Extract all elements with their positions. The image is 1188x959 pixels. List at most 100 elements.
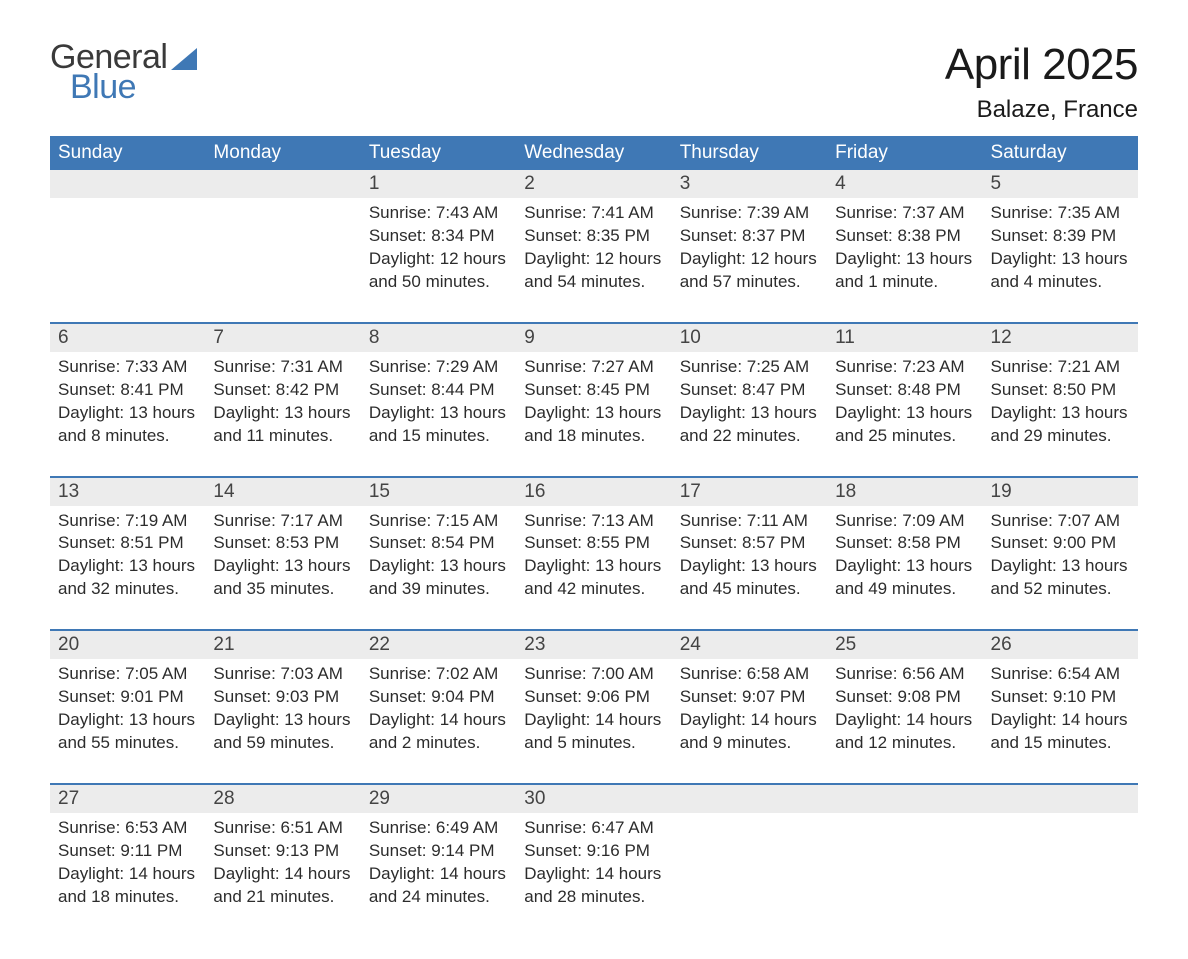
day-cell: Sunrise: 7:39 AMSunset: 8:37 PMDaylight:… [672, 198, 827, 323]
week-data-row: Sunrise: 7:43 AMSunset: 8:34 PMDaylight:… [50, 198, 1138, 323]
day-line: Daylight: 12 hours [369, 248, 508, 271]
day-line: and 49 minutes. [835, 578, 974, 601]
day-line: Sunrise: 7:00 AM [524, 663, 663, 686]
week-data-row: Sunrise: 7:05 AMSunset: 9:01 PMDaylight:… [50, 659, 1138, 784]
day-line: Daylight: 13 hours [991, 248, 1130, 271]
day-number: 29 [361, 784, 516, 813]
logo-text-blue: Blue [70, 70, 197, 104]
day-line: and 35 minutes. [213, 578, 352, 601]
day-line: Sunset: 8:34 PM [369, 225, 508, 248]
day-number: 28 [205, 784, 360, 813]
day-cell: Sunrise: 7:05 AMSunset: 9:01 PMDaylight:… [50, 659, 205, 784]
day-cell: Sunrise: 7:43 AMSunset: 8:34 PMDaylight:… [361, 198, 516, 323]
day-line: Sunset: 8:57 PM [680, 532, 819, 555]
day-line: and 21 minutes. [213, 886, 352, 909]
day-line: and 15 minutes. [369, 425, 508, 448]
day-line: Sunrise: 7:41 AM [524, 202, 663, 225]
day-line: and 5 minutes. [524, 732, 663, 755]
day-line: and 15 minutes. [991, 732, 1130, 755]
day-number: 2 [516, 170, 671, 198]
day-line: Daylight: 13 hours [524, 402, 663, 425]
day-line: and 22 minutes. [680, 425, 819, 448]
day-number: 18 [827, 477, 982, 506]
day-line: Sunset: 9:10 PM [991, 686, 1130, 709]
day-cell: Sunrise: 7:03 AMSunset: 9:03 PMDaylight:… [205, 659, 360, 784]
day-number: 4 [827, 170, 982, 198]
day-line: Daylight: 13 hours [369, 555, 508, 578]
day-cell: Sunrise: 7:00 AMSunset: 9:06 PMDaylight:… [516, 659, 671, 784]
day-line: Sunrise: 7:35 AM [991, 202, 1130, 225]
day-line: Sunset: 8:53 PM [213, 532, 352, 555]
day-line: Daylight: 14 hours [369, 709, 508, 732]
day-line: Sunrise: 7:17 AM [213, 510, 352, 533]
day-line: and 18 minutes. [524, 425, 663, 448]
day-number: 3 [672, 170, 827, 198]
day-number: 21 [205, 630, 360, 659]
day-line: and 12 minutes. [835, 732, 974, 755]
day-line: Daylight: 14 hours [213, 863, 352, 886]
day-line: Daylight: 12 hours [680, 248, 819, 271]
day-line: Sunset: 9:03 PM [213, 686, 352, 709]
day-line: Sunrise: 6:58 AM [680, 663, 819, 686]
day-line: Sunrise: 7:07 AM [991, 510, 1130, 533]
day-line: Daylight: 13 hours [835, 248, 974, 271]
week-number-row: 20212223242526 [50, 630, 1138, 659]
calendar-table: Sunday Monday Tuesday Wednesday Thursday… [50, 136, 1138, 919]
day-line: and 54 minutes. [524, 271, 663, 294]
day-line: and 25 minutes. [835, 425, 974, 448]
logo-sail-icon [171, 48, 197, 70]
week-number-row: 12345 [50, 170, 1138, 198]
day-line: Daylight: 13 hours [213, 709, 352, 732]
day-cell: Sunrise: 7:21 AMSunset: 8:50 PMDaylight:… [983, 352, 1138, 477]
day-cell [827, 813, 982, 919]
day-cell: Sunrise: 7:19 AMSunset: 8:51 PMDaylight:… [50, 506, 205, 631]
day-cell: Sunrise: 7:25 AMSunset: 8:47 PMDaylight:… [672, 352, 827, 477]
day-line: Sunset: 9:00 PM [991, 532, 1130, 555]
day-cell: Sunrise: 7:15 AMSunset: 8:54 PMDaylight:… [361, 506, 516, 631]
day-line: Daylight: 13 hours [680, 402, 819, 425]
day-line: Sunrise: 7:02 AM [369, 663, 508, 686]
day-cell: Sunrise: 7:02 AMSunset: 9:04 PMDaylight:… [361, 659, 516, 784]
day-number: 23 [516, 630, 671, 659]
day-cell [672, 813, 827, 919]
day-cell: Sunrise: 7:37 AMSunset: 8:38 PMDaylight:… [827, 198, 982, 323]
day-line: Daylight: 13 hours [58, 402, 197, 425]
day-line: Sunset: 8:45 PM [524, 379, 663, 402]
page-title: April 2025 [945, 40, 1138, 90]
day-number [983, 784, 1138, 813]
day-line: Daylight: 13 hours [835, 402, 974, 425]
day-line: Daylight: 14 hours [524, 863, 663, 886]
day-cell: Sunrise: 6:56 AMSunset: 9:08 PMDaylight:… [827, 659, 982, 784]
day-number [827, 784, 982, 813]
day-line: and 8 minutes. [58, 425, 197, 448]
week-number-row: 13141516171819 [50, 477, 1138, 506]
week-number-row: 27282930 [50, 784, 1138, 813]
day-line: Daylight: 14 hours [369, 863, 508, 886]
day-line: and 11 minutes. [213, 425, 352, 448]
day-line: Daylight: 14 hours [835, 709, 974, 732]
day-line: and 39 minutes. [369, 578, 508, 601]
day-line: Sunset: 9:11 PM [58, 840, 197, 863]
week-number-row: 6789101112 [50, 323, 1138, 352]
day-line: and 59 minutes. [213, 732, 352, 755]
day-cell [983, 813, 1138, 919]
day-line: Daylight: 13 hours [991, 555, 1130, 578]
day-header: Wednesday [516, 136, 671, 170]
day-line: and 29 minutes. [991, 425, 1130, 448]
day-line: Sunrise: 7:13 AM [524, 510, 663, 533]
day-number: 7 [205, 323, 360, 352]
day-line: Daylight: 14 hours [524, 709, 663, 732]
day-line: Daylight: 14 hours [680, 709, 819, 732]
day-line: Daylight: 13 hours [991, 402, 1130, 425]
day-header-row: Sunday Monday Tuesday Wednesday Thursday… [50, 136, 1138, 170]
day-number: 11 [827, 323, 982, 352]
day-line: Sunset: 8:37 PM [680, 225, 819, 248]
day-number: 10 [672, 323, 827, 352]
day-line: Sunset: 8:42 PM [213, 379, 352, 402]
day-line: Sunrise: 6:54 AM [991, 663, 1130, 686]
day-line: Sunset: 8:44 PM [369, 379, 508, 402]
day-line: and 18 minutes. [58, 886, 197, 909]
day-number: 8 [361, 323, 516, 352]
day-line: Sunrise: 7:25 AM [680, 356, 819, 379]
day-line: Sunset: 9:06 PM [524, 686, 663, 709]
